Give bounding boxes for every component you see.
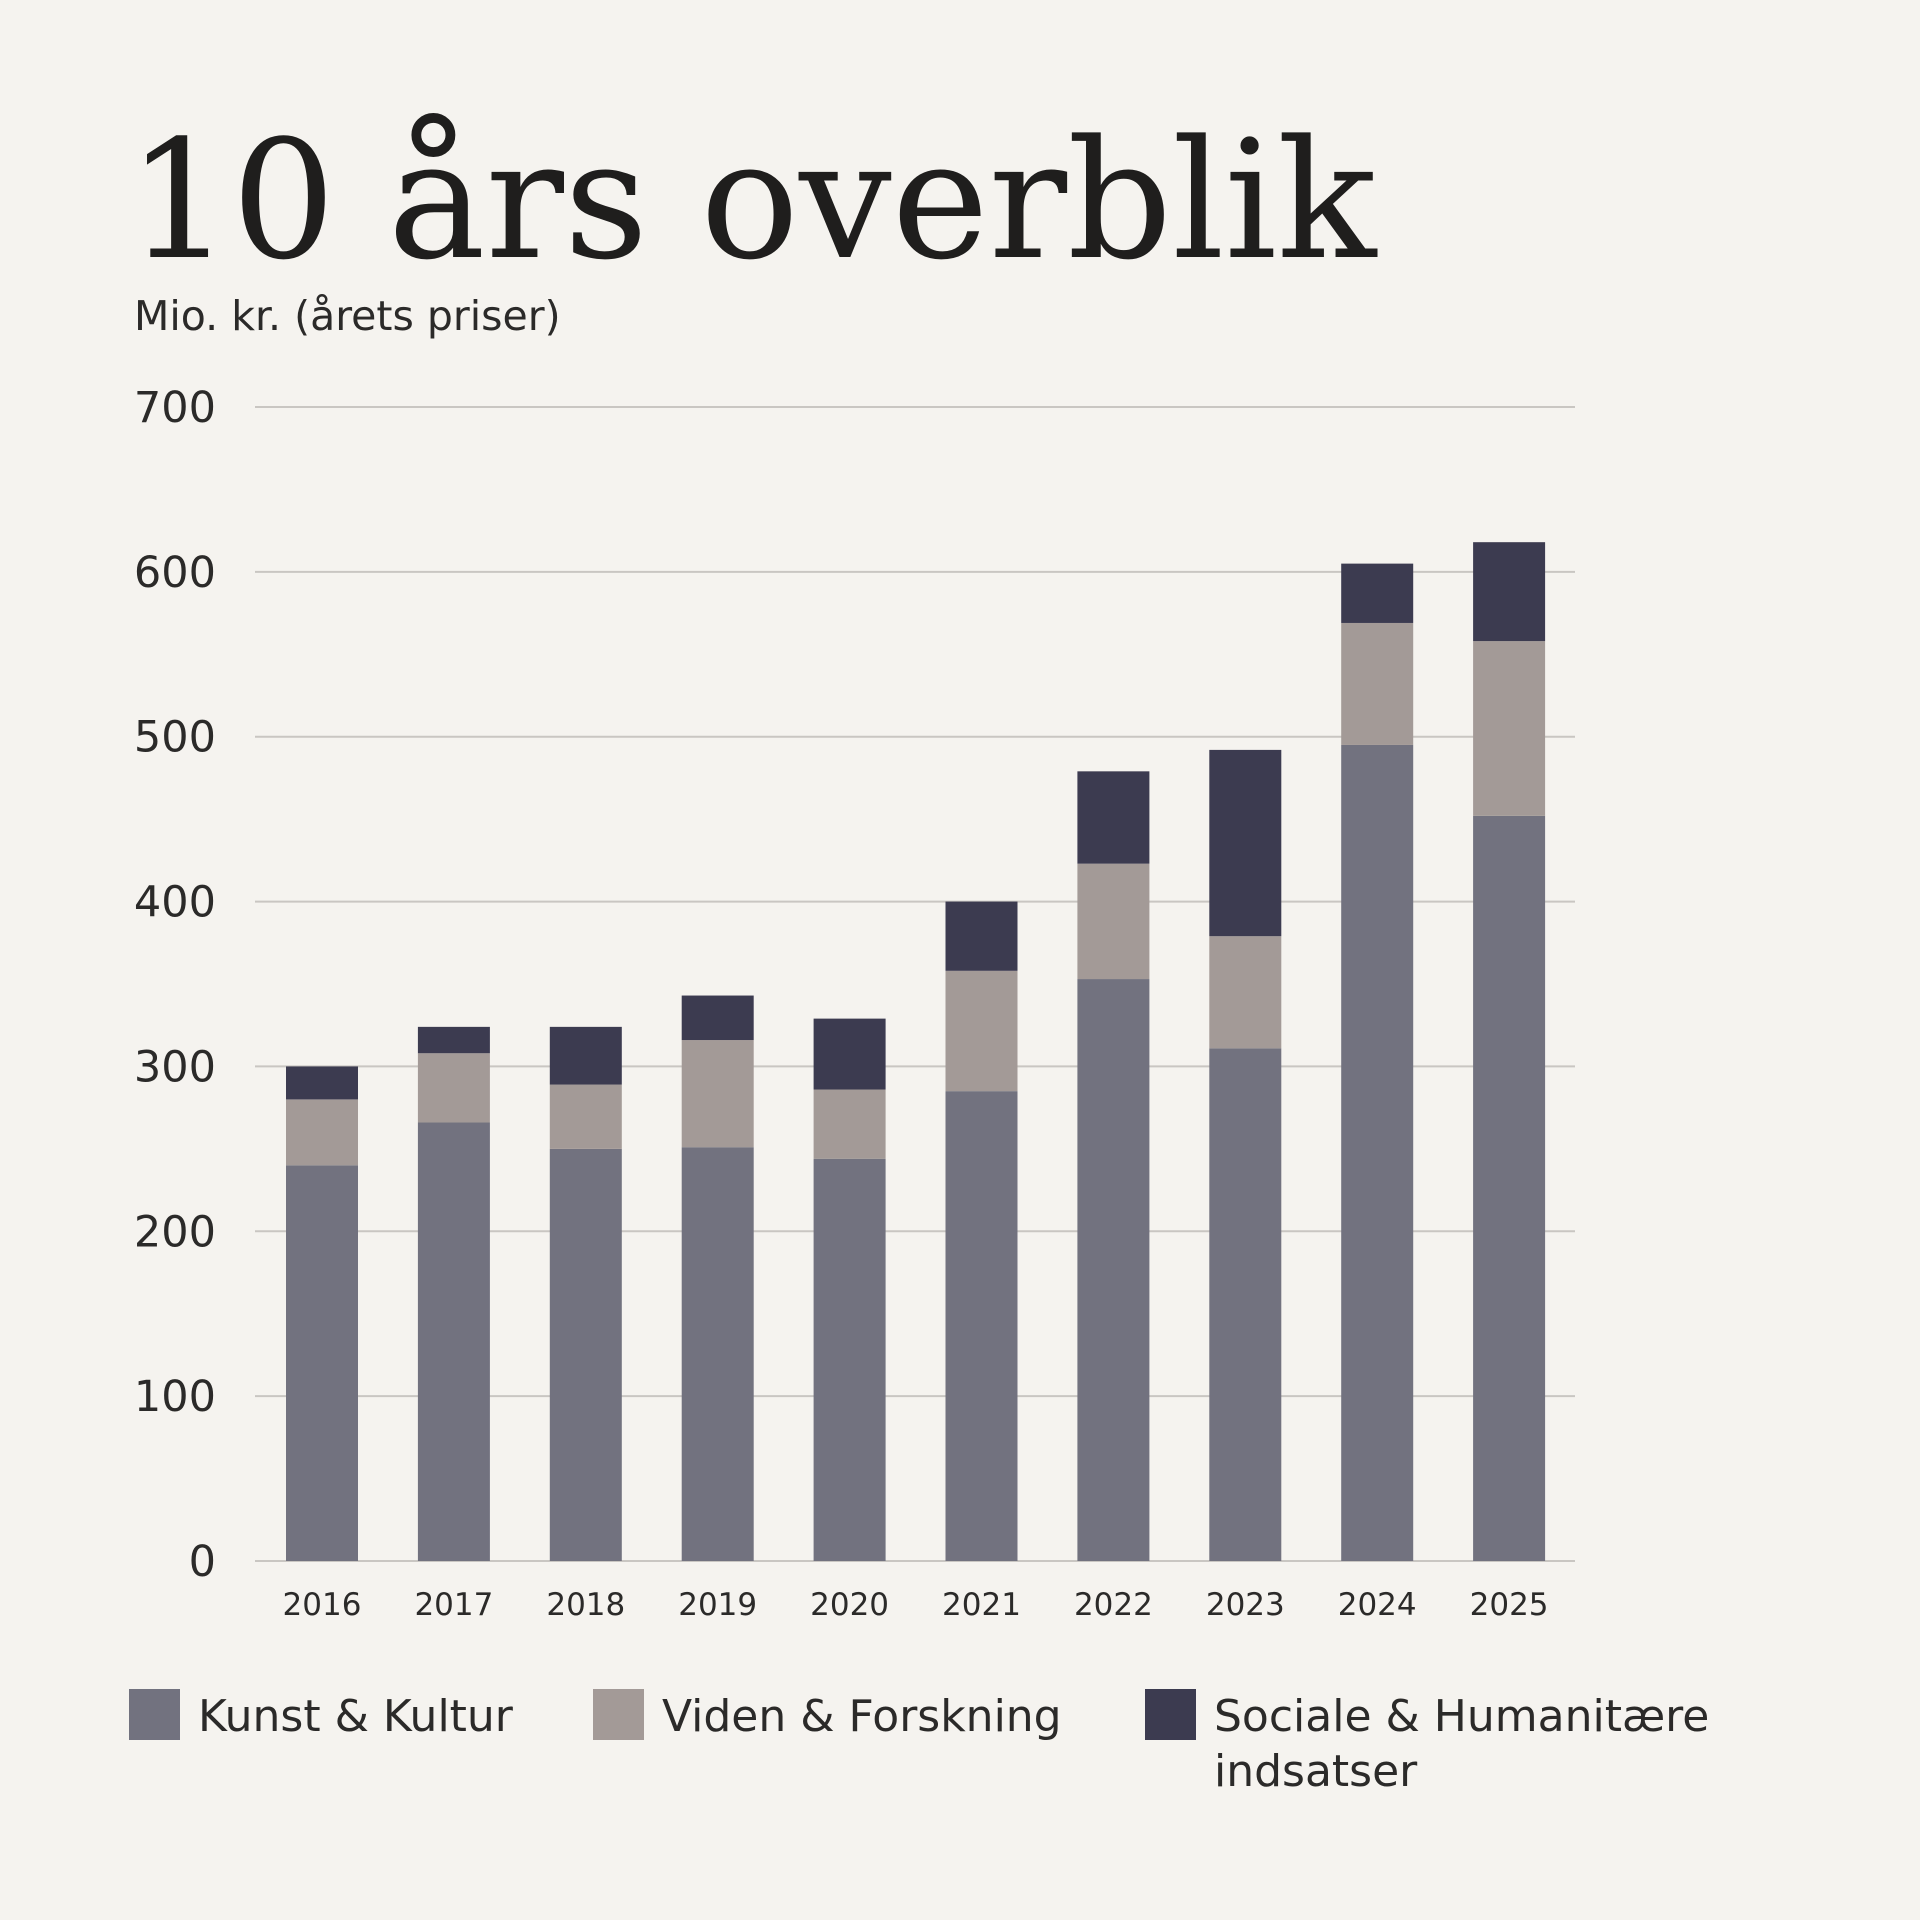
bar-2025-series-0	[1473, 815, 1546, 1561]
x-tick-label: 2017	[414, 1587, 493, 1623]
y-tick-label: 600	[134, 548, 216, 598]
bar-2023-series-1	[1209, 936, 1282, 1049]
bar-2024-series-0	[1341, 744, 1414, 1561]
legend: Kunst & Kultur Viden & Forskning Sociale &…	[129, 1689, 1709, 1797]
x-tick-label: 2024	[1338, 1587, 1417, 1623]
bar-2019-series-1	[681, 1040, 754, 1148]
legend-label-2: Sociale & Humanitære indsatser	[1214, 1691, 1709, 1797]
x-tick-label: 2016	[283, 1587, 362, 1623]
legend-swatch-2	[1145, 1689, 1196, 1740]
y-tick-label: 500	[134, 713, 216, 763]
x-tick-label: 2021	[942, 1587, 1021, 1623]
legend-swatch-0	[129, 1689, 180, 1740]
bar-2017-series-0	[417, 1122, 490, 1561]
bar-2025-series-1	[1473, 641, 1546, 816]
gridlines: 0 100 200 300 400 500 600 700	[134, 383, 1575, 1587]
bar-2024-series-1	[1341, 622, 1414, 745]
x-axis-ticks: 2016 2017 2018 2019 2020 2021 2022 2023 2024 2025	[283, 1587, 1549, 1623]
bar-2018-series-0	[549, 1148, 622, 1561]
bar-2024-series-2	[1341, 563, 1414, 623]
y-tick-label: 200	[134, 1207, 216, 1257]
bar-2025-series-2	[1473, 542, 1546, 642]
bar-2020-series-1	[813, 1089, 886, 1159]
bar-2020-series-2	[813, 1018, 886, 1090]
bar-2021-series-0	[945, 1091, 1018, 1561]
y-tick-label: 700	[134, 383, 216, 433]
bar-2023-series-2	[1209, 749, 1282, 937]
bar-2022-series-1	[1077, 863, 1150, 980]
x-tick-label: 2018	[546, 1587, 625, 1623]
legend-label-1: Viden & Forskning	[662, 1691, 1062, 1742]
bar-2019-series-0	[681, 1147, 754, 1561]
y-tick-label: 300	[134, 1042, 216, 1092]
bar-2021-series-2	[945, 901, 1018, 971]
x-tick-label: 2020	[810, 1587, 889, 1623]
bar-2016-series-2	[286, 1066, 358, 1100]
bar-2022-series-2	[1077, 771, 1150, 864]
legend-label-0: Kunst & Kultur	[198, 1691, 514, 1742]
bar-2016-series-1	[286, 1099, 358, 1166]
x-tick-label: 2022	[1074, 1587, 1153, 1623]
x-tick-label: 2023	[1206, 1587, 1285, 1623]
chart-subtitle: Mio. kr. (årets priser)	[134, 292, 561, 340]
bar-2016-series-0	[286, 1165, 358, 1561]
bar-2023-series-0	[1209, 1048, 1282, 1561]
bar-2017-series-1	[417, 1053, 490, 1123]
bar-2017-series-2	[417, 1026, 490, 1054]
bar-2022-series-0	[1077, 979, 1150, 1561]
y-tick-label: 400	[134, 878, 216, 928]
y-tick-label: 100	[134, 1372, 216, 1422]
x-tick-label: 2019	[678, 1587, 757, 1623]
y-tick-label: 0	[189, 1537, 216, 1587]
bars	[286, 542, 1546, 1561]
legend-swatch-1	[593, 1689, 644, 1740]
bar-2018-series-2	[549, 1026, 622, 1085]
chart-title: 10 års overblik	[127, 105, 1378, 296]
bar-2021-series-1	[945, 970, 1018, 1092]
bar-2018-series-1	[549, 1084, 622, 1149]
bar-2020-series-0	[813, 1158, 886, 1561]
bar-2019-series-2	[681, 995, 754, 1041]
x-tick-label: 2025	[1470, 1587, 1549, 1623]
